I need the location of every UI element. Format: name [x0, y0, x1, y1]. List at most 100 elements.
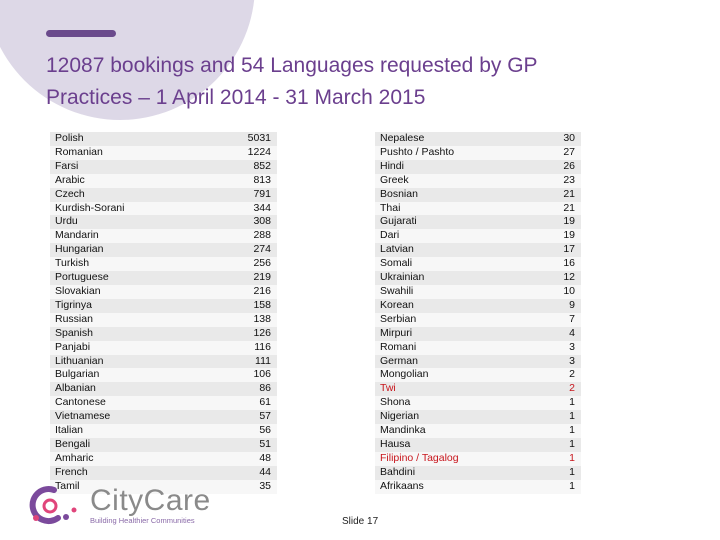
table-row: Latvian 17 [375, 243, 581, 258]
booking-count: 51 [241, 437, 277, 452]
booking-count: 852 [241, 159, 277, 174]
slide-number: Slide 17 [342, 516, 379, 527]
table-row: Arabic 813 [50, 173, 277, 188]
booking-count: 61 [241, 396, 277, 411]
booking-count: 16 [551, 257, 581, 272]
spacer-cell [482, 424, 551, 438]
spacer-cell [482, 451, 551, 466]
spacer-cell [482, 201, 551, 216]
spacer-cell [482, 312, 551, 327]
language-name: Spanish [50, 326, 177, 341]
booking-count: 2 [551, 368, 581, 383]
spacer-cell [177, 437, 241, 452]
booking-count: 274 [241, 243, 277, 258]
spacer-cell [482, 354, 551, 369]
language-name: Urdu [50, 215, 177, 230]
language-name: Hungarian [50, 243, 177, 258]
booking-count: 344 [241, 201, 277, 216]
spacer-cell [482, 340, 551, 355]
booking-count: 44 [241, 465, 277, 480]
spacer-cell [177, 368, 241, 383]
table-row: Mirpuri 4 [375, 326, 581, 341]
language-name: Serbian [375, 312, 482, 327]
spacer-cell [177, 340, 241, 355]
table-row: Gujarati 19 [375, 215, 581, 230]
spacer-cell [482, 132, 551, 146]
booking-count: 19 [551, 229, 581, 244]
language-name: Portuguese [50, 271, 177, 285]
spacer-cell [482, 479, 551, 494]
booking-count: 1 [551, 396, 581, 411]
booking-count: 48 [241, 451, 277, 466]
table-row: Romanian 1224 [50, 145, 277, 160]
slide-title: 12087 bookings and 54 Languages requeste… [46, 50, 686, 114]
table-row: Tamil 35 [50, 479, 277, 494]
spacer-cell [177, 132, 241, 146]
language-name: Tigrinya [50, 298, 177, 313]
spacer-cell [177, 257, 241, 272]
language-name: Twi [375, 382, 482, 397]
booking-count: 35 [241, 479, 277, 494]
language-name: Hausa [375, 437, 482, 452]
spacer-cell [177, 382, 241, 397]
booking-count: 111 [241, 354, 277, 369]
table-row: Thai 21 [375, 201, 581, 216]
spacer-cell [177, 243, 241, 258]
table-row: Czech 791 [50, 187, 277, 202]
table-row: Hungarian 274 [50, 243, 277, 258]
spacer-cell [482, 271, 551, 285]
language-name: Filipino / Tagalog [375, 451, 482, 466]
spacer-cell [177, 201, 241, 216]
language-name: Mongolian [375, 368, 482, 383]
language-name: Romani [375, 340, 482, 355]
language-name: Ukrainian [375, 271, 482, 285]
booking-count: 219 [241, 271, 277, 285]
table-row: Mongolian 2 [375, 368, 581, 383]
language-name: Panjabi [50, 340, 177, 355]
booking-count: 1224 [241, 145, 277, 160]
title-accent-bar [46, 30, 116, 37]
spacer-cell [482, 257, 551, 272]
booking-count: 5031 [241, 132, 277, 146]
language-name: Nigerian [375, 410, 482, 425]
language-name: Russian [50, 312, 177, 327]
spacer-cell [482, 298, 551, 313]
spacer-cell [482, 465, 551, 480]
table-row: Russian 138 [50, 312, 277, 327]
language-name: Arabic [50, 173, 177, 188]
spacer-cell [482, 173, 551, 188]
booking-count: 791 [241, 187, 277, 202]
language-name: Romanian [50, 145, 177, 160]
spacer-cell [177, 479, 241, 494]
spacer-cell [177, 326, 241, 341]
booking-count: 3 [551, 340, 581, 355]
booking-count: 30 [551, 132, 581, 146]
spacer-cell [177, 451, 241, 466]
booking-count: 1 [551, 451, 581, 466]
citycare-logo: CityCare Building Healthier Communities [28, 484, 228, 528]
table-row: Romani 3 [375, 340, 581, 355]
spacer-cell [482, 159, 551, 174]
language-name: Shona [375, 396, 482, 411]
language-name: Amharic [50, 451, 177, 466]
language-name: Thai [375, 201, 482, 216]
booking-count: 21 [551, 187, 581, 202]
spacer-cell [177, 145, 241, 160]
booking-count: 1 [551, 479, 581, 494]
spacer-cell [482, 243, 551, 258]
language-table-left: Polish 5031 Romanian 1224 Farsi 852 Arabic 813 C… [50, 132, 277, 494]
booking-count: 138 [241, 312, 277, 327]
language-name: Czech [50, 187, 177, 202]
language-name: Mandarin [50, 229, 177, 244]
spacer-cell [177, 187, 241, 202]
booking-count: 158 [241, 298, 277, 313]
table-row: Tigrinya 158 [50, 298, 277, 313]
booking-count: 3 [551, 354, 581, 369]
booking-count: 106 [241, 368, 277, 383]
booking-count: 10 [551, 284, 581, 299]
logo-tagline: Building Healthier Communities [90, 516, 195, 525]
booking-count: 86 [241, 382, 277, 397]
booking-count: 1 [551, 424, 581, 438]
citycare-logo-icon [29, 486, 77, 525]
language-name: Bahdini [375, 465, 482, 480]
